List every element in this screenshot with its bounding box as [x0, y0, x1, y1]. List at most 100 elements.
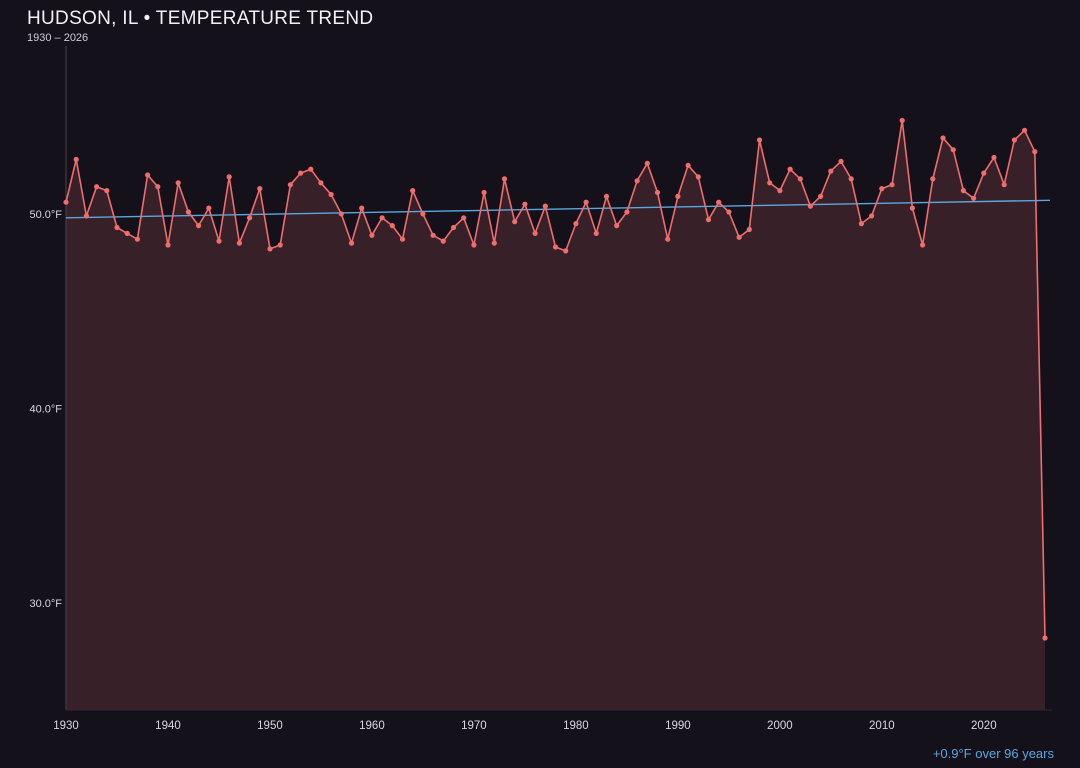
data-point	[716, 199, 722, 205]
data-point	[542, 203, 548, 209]
data-point	[1011, 137, 1018, 143]
data-point	[624, 209, 630, 215]
data-point	[308, 166, 314, 172]
data-point	[828, 168, 834, 174]
data-point	[654, 189, 661, 196]
x-axis-label: 2000	[767, 720, 793, 732]
data-point	[481, 189, 487, 196]
data-point	[848, 176, 854, 182]
data-point	[777, 188, 783, 194]
trend-line	[65, 199, 1051, 219]
data-point	[124, 230, 130, 236]
data-point	[593, 230, 599, 236]
data-point	[746, 226, 752, 233]
chart-title: HUDSON, IL • TEMPERATURE TREND	[27, 8, 374, 29]
data-point	[1032, 149, 1038, 155]
data-point	[879, 186, 885, 192]
data-point	[981, 170, 987, 176]
data-point	[491, 240, 497, 246]
data-point	[644, 160, 650, 166]
data-point	[155, 184, 161, 190]
data-point	[705, 217, 712, 223]
data-point	[869, 213, 875, 219]
data-point	[797, 176, 803, 182]
data-point	[552, 244, 559, 250]
data-point	[858, 221, 865, 227]
x-axis-label: 1980	[563, 720, 589, 732]
data-point	[512, 219, 518, 225]
x-axis-label: 1970	[461, 720, 487, 732]
y-axis-label: 50.0°F	[29, 209, 62, 221]
data-point	[583, 199, 589, 205]
data-point	[960, 188, 967, 194]
data-point	[726, 209, 732, 215]
data-point	[420, 211, 426, 217]
data-point	[930, 176, 936, 182]
area-fill	[66, 120, 1045, 710]
data-point	[359, 205, 365, 211]
data-point	[247, 215, 253, 221]
data-point	[277, 242, 283, 248]
data-point	[603, 193, 610, 199]
data-point	[134, 236, 140, 242]
data-point	[756, 137, 763, 143]
data-point	[971, 195, 977, 201]
data-point	[226, 174, 232, 180]
x-axis-label: 2020	[971, 720, 997, 732]
chart-subtitle: 1930 – 2026	[27, 32, 89, 44]
data-point	[287, 182, 293, 188]
data-point	[787, 166, 793, 172]
data-point	[257, 186, 263, 192]
data-point	[675, 193, 681, 199]
data-point	[83, 213, 89, 219]
data-point	[318, 180, 324, 186]
data-point	[920, 242, 926, 248]
data-point	[695, 174, 701, 180]
data-point	[348, 240, 355, 246]
data-point	[573, 221, 579, 227]
data-point	[206, 205, 212, 211]
data-point	[389, 223, 395, 229]
data-point	[736, 234, 742, 240]
data-point	[634, 178, 640, 184]
x-axis-label: 1950	[257, 720, 283, 732]
data-point	[807, 203, 814, 209]
data-point	[522, 201, 528, 207]
trend-summary: +0.9°F over 96 years	[932, 746, 1054, 761]
x-axis-label: 2010	[869, 720, 895, 732]
data-point	[461, 215, 467, 221]
data-point	[267, 246, 273, 252]
data-point	[899, 117, 905, 124]
data-point	[532, 230, 538, 236]
data-point	[298, 170, 304, 176]
chart-header: HUDSON, IL • TEMPERATURE TREND 1930 – 20…	[27, 8, 373, 44]
data-point	[1022, 127, 1028, 133]
data-point	[838, 158, 844, 164]
data-point	[909, 205, 916, 211]
data-point	[175, 180, 181, 186]
data-point	[471, 242, 477, 248]
data-point	[440, 238, 446, 244]
data-point	[185, 209, 191, 215]
data-point	[450, 224, 457, 231]
data-point	[614, 223, 620, 229]
data-point	[73, 156, 79, 162]
data-point	[950, 147, 956, 153]
data-point	[196, 223, 202, 229]
data-point	[369, 232, 375, 238]
data-point	[665, 236, 671, 242]
data-point	[216, 238, 222, 244]
data-point	[430, 232, 436, 238]
data-point	[1042, 635, 1048, 641]
data-point	[338, 211, 344, 217]
x-axis-label: 1960	[359, 720, 385, 732]
data-point	[104, 188, 110, 194]
data-point	[889, 182, 895, 188]
data-point	[328, 191, 334, 198]
y-axis-label: 30.0°F	[29, 598, 62, 610]
data-point	[940, 135, 946, 141]
x-axis-label: 1940	[155, 720, 181, 732]
data-point	[410, 188, 416, 194]
